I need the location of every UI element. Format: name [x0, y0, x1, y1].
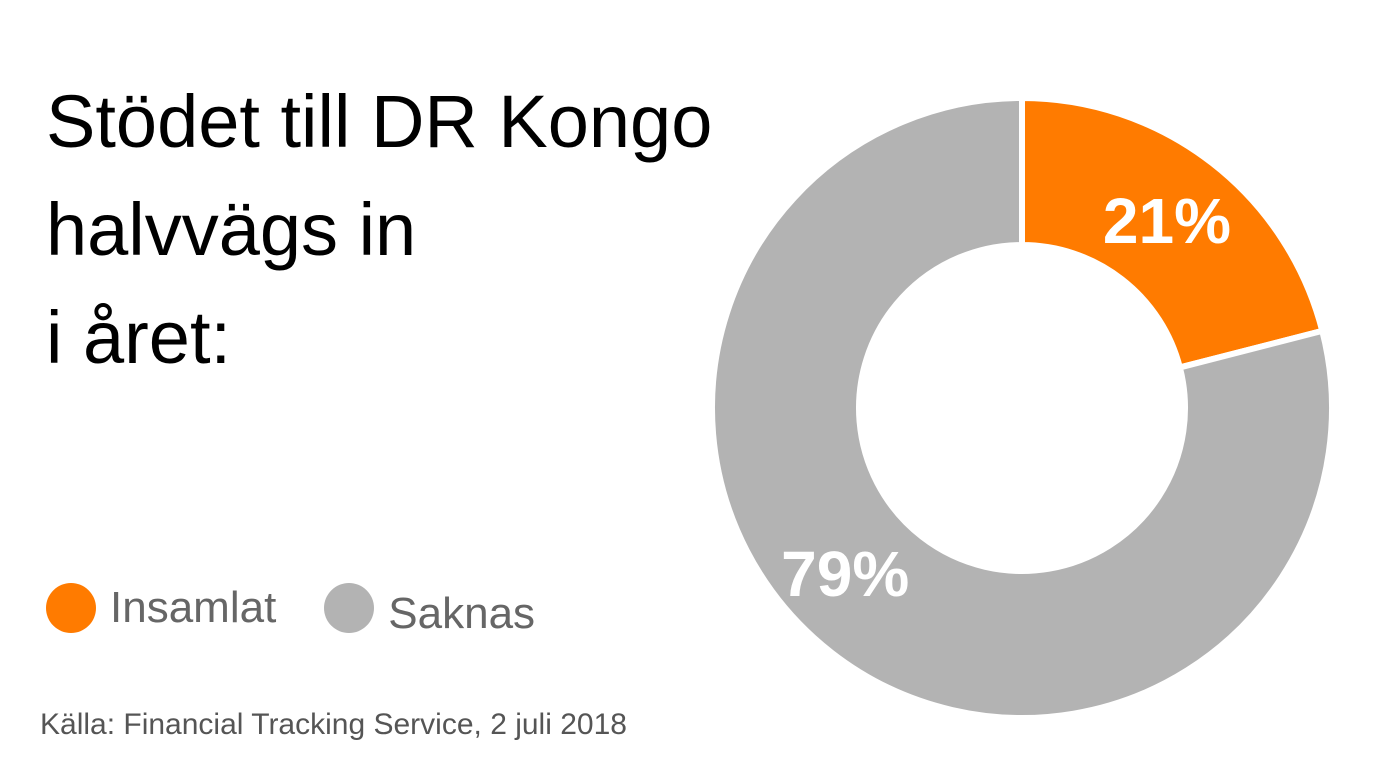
legend-item-saknas: Saknas	[324, 583, 535, 638]
donut-slice-insamlat	[1019, 94, 1326, 372]
chart-title: Stödet till DR Kongo halvvägs in i året:	[46, 68, 846, 392]
data-label-insamlat: 21%	[1103, 185, 1231, 257]
title-line-2: halvvägs in	[46, 188, 417, 271]
donut-slice-saknas	[709, 94, 1335, 721]
legend-label-insamlat: Insamlat	[110, 583, 277, 632]
source-note: Källa: Financial Tracking Service, 2 jul…	[40, 708, 627, 741]
data-label-saknas: 79%	[781, 538, 909, 610]
legend-label-saknas: Saknas	[388, 589, 536, 638]
legend-item-insamlat: Insamlat	[46, 583, 276, 633]
title-line-3: i året:	[46, 296, 232, 379]
legend: Insamlat Saknas	[46, 580, 583, 638]
title-line-1: Stödet till DR Kongo	[46, 80, 713, 163]
legend-swatch-saknas	[324, 583, 375, 633]
legend-swatch-insamlat	[46, 583, 96, 633]
